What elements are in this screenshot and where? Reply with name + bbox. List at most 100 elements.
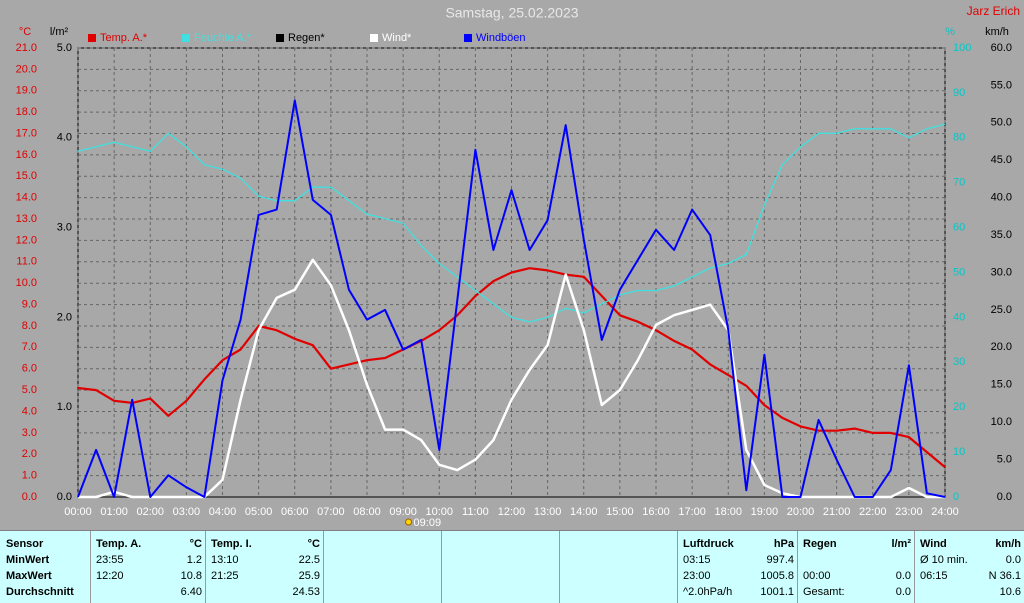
legend-swatch — [276, 34, 284, 42]
axis-title: km/h — [985, 26, 1009, 38]
y-tick-label: 10.0 — [16, 277, 37, 289]
y-tick-label: 19.0 — [16, 85, 37, 97]
table-cell: 00:00 — [803, 570, 831, 582]
table-cell: 6.40 — [180, 586, 202, 598]
y-tick-label: 35.0 — [991, 229, 1012, 241]
author: Jarz Erich — [967, 4, 1020, 18]
x-tick-label: 03:00 — [173, 506, 201, 518]
table-cell: 23:00 — [683, 570, 711, 582]
y-tick-label: 45.0 — [991, 154, 1012, 166]
series-line — [77, 267, 946, 468]
table-cell: Ø 10 min. — [920, 554, 968, 566]
table-cell: 1.2 — [186, 554, 202, 566]
y-tick-label: 11.0 — [16, 256, 37, 268]
table-cell: 0.0 — [895, 586, 911, 598]
chart: Samstag, 25.02.2023 Jarz Erich °C 0.0 1.0 2… — [16, 4, 1020, 529]
y-tick-label: 18.0 — [16, 106, 37, 118]
y-tick-label: 10 — [953, 446, 965, 458]
y-tick-label: 9.0 — [22, 298, 37, 310]
table-cell: km/h — [995, 538, 1021, 550]
axis-title: l/m² — [50, 26, 69, 38]
axis-title: °C — [19, 26, 31, 38]
x-tick-label: 13:00 — [534, 506, 562, 518]
y-tick-label: 14.0 — [16, 192, 37, 204]
annotation: 09:09 — [414, 517, 442, 529]
y-tick-label: 40.0 — [991, 192, 1012, 204]
table-cell: 12:20 — [96, 570, 124, 582]
table-cell: Luftdruck — [683, 538, 734, 550]
legend-label: Feuchte A.* — [194, 32, 252, 44]
x-tick-label: 04:00 — [209, 506, 237, 518]
y-tick-label: 0.0 — [22, 491, 37, 503]
y-tick-label: 21.0 — [16, 42, 37, 54]
y-tick-label: 4.0 — [57, 132, 72, 144]
x-tick-label: 09:00 — [389, 506, 417, 518]
legend-swatch — [182, 34, 190, 42]
table-cell: °C — [189, 538, 202, 550]
x-tick-label: 01:00 — [100, 506, 128, 518]
table-cell: MaxWert — [6, 570, 52, 582]
table-column — [323, 531, 441, 603]
table-cell: 997.4 — [766, 554, 794, 566]
table-cell: 23:55 — [96, 554, 124, 566]
x-tick-label: 07:00 — [317, 506, 345, 518]
x-tick-label: 08:00 — [353, 506, 381, 518]
y-tick-label: 3.0 — [22, 427, 37, 439]
table-column — [90, 531, 205, 603]
y-tick-label: 1.0 — [22, 470, 37, 482]
y-tick-label: 5.0 — [22, 384, 37, 396]
y-tick-label: 2.0 — [22, 448, 37, 460]
x-tick-label: 23:00 — [895, 506, 923, 518]
x-tick-label: 24:00 — [931, 506, 959, 518]
x-tick-label: 12:00 — [498, 506, 526, 518]
table-cell: Durchschnitt — [6, 586, 74, 598]
x-tick-label: 20:00 — [787, 506, 815, 518]
x-tick-label: 21:00 — [823, 506, 851, 518]
y-tick-label: 15.0 — [991, 379, 1012, 391]
table-cell: Sensor — [6, 538, 44, 550]
table-cell: 13:10 — [211, 554, 239, 566]
x-tick-label: 11:00 — [462, 506, 489, 518]
table-cell: 24.53 — [292, 586, 320, 598]
table-cell: 10.8 — [180, 570, 202, 582]
y-tick-label: 90 — [953, 87, 965, 99]
table-cell: 25.9 — [298, 570, 320, 582]
legend-label: Temp. A.* — [100, 32, 148, 44]
y-tick-label: 13.0 — [16, 213, 37, 225]
y-tick-label: 50.0 — [991, 117, 1012, 129]
y-tick-label: 30 — [953, 356, 965, 368]
table-cell: 10.6 — [999, 586, 1021, 598]
y-tick-label: 12.0 — [16, 234, 37, 246]
y-tick-label: 60.0 — [991, 42, 1012, 54]
y-tick-label: 0.0 — [997, 491, 1012, 503]
x-tick-label: 22:00 — [859, 506, 887, 518]
table-column — [205, 531, 323, 603]
y-tick-label: 6.0 — [22, 363, 37, 375]
y-tick-label: 0.0 — [57, 491, 72, 503]
y-tick-label: 16.0 — [16, 149, 37, 161]
table-cell: 1005.8 — [760, 570, 794, 582]
table-column — [797, 531, 914, 603]
y-tick-label: 40 — [953, 311, 965, 323]
y-tick-label: 1.0 — [57, 401, 72, 413]
table-cell: °C — [307, 538, 320, 550]
table-column — [559, 531, 677, 603]
table-cell: 0.0 — [895, 570, 911, 582]
x-tick-label: 06:00 — [281, 506, 309, 518]
y-tick-label: 8.0 — [22, 320, 37, 332]
axis-title: % — [945, 26, 955, 38]
y-tick-label: 7.0 — [22, 341, 37, 353]
y-tick-label: 3.0 — [57, 222, 72, 234]
legend-swatch — [464, 34, 472, 42]
table-cell: 21:25 — [211, 570, 239, 582]
x-tick-label: 19:00 — [751, 506, 779, 518]
x-tick-label: 00:00 — [64, 506, 92, 518]
x-tick-label: 16:00 — [642, 506, 670, 518]
y-tick-label: 20.0 — [991, 341, 1012, 353]
x-tick-label: 17:00 — [678, 506, 706, 518]
x-tick-label: 15:00 — [606, 506, 634, 518]
table-cell: l/m² — [891, 538, 911, 550]
y-tick-label: 50 — [953, 266, 965, 278]
table-column — [677, 531, 797, 603]
